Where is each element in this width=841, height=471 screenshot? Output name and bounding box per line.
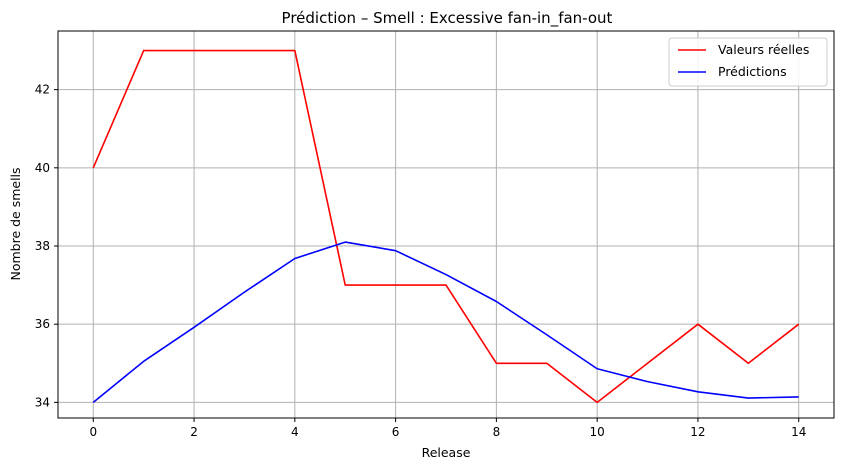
grid-lines <box>58 31 834 418</box>
series-lines <box>92 49 800 404</box>
plot-frame <box>57 30 835 419</box>
legend-label: Valeurs réelles <box>718 42 809 57</box>
x-tick-label: 6 <box>392 425 400 439</box>
y-tick-label: 40 <box>35 161 50 175</box>
y-tick-label: 38 <box>35 239 50 253</box>
x-tick-label: 8 <box>493 425 501 439</box>
x-tick-label: 12 <box>690 425 705 439</box>
x-tick-label: 0 <box>89 425 97 439</box>
x-tick-label: 4 <box>291 425 299 439</box>
x-tick-label: 10 <box>590 425 605 439</box>
y-tick-label: 36 <box>35 317 50 331</box>
y-tick-label: 34 <box>35 395 50 409</box>
x-axis-label: Release <box>422 445 471 460</box>
legend: Valeurs réelles Prédictions <box>668 37 828 87</box>
series-line-valeurs-reelles <box>92 49 800 404</box>
y-tick-label: 42 <box>35 83 50 97</box>
y-axis-label: Nombre de smells <box>8 167 23 280</box>
series-line-predictions <box>92 241 799 403</box>
axis-ticks: 0 2 4 6 8 10 12 14 34 36 38 40 42 <box>35 83 807 439</box>
x-tick-label: 2 <box>190 425 198 439</box>
legend-label: Prédictions <box>718 64 787 79</box>
chart-title: Prédiction – Smell : Excessive fan-in_fa… <box>282 9 613 28</box>
x-tick-label: 14 <box>791 425 806 439</box>
legend-box <box>668 37 828 87</box>
